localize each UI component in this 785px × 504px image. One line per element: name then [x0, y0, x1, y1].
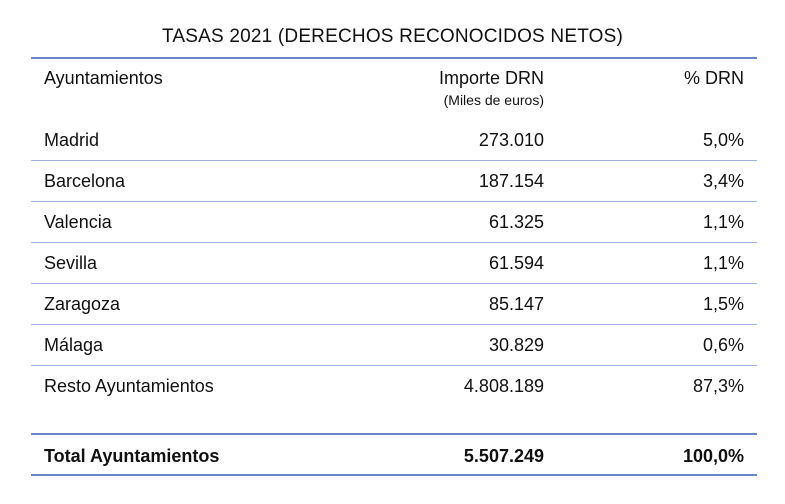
table-row: Zaragoza 85.147 1,5%	[31, 284, 757, 325]
row-pct: 87,3%	[692, 376, 744, 396]
total-row: Total Ayuntamientos 5.507.249 100,0%	[31, 435, 757, 474]
bottom-rule	[31, 474, 757, 476]
table-header: Ayuntamientos Importe DRN (Miles de euro…	[31, 66, 757, 116]
row-pct: 1,1%	[702, 253, 744, 273]
header-ayuntamientos: Ayuntamientos	[44, 68, 163, 88]
total-name: Total Ayuntamientos	[44, 446, 220, 466]
table-row: Madrid 273.010 5,0%	[31, 120, 757, 161]
row-pct: 0,6%	[702, 335, 744, 355]
table-row: Resto Ayuntamientos 4.808.189 87,3%	[31, 366, 757, 406]
row-importe: 85.147	[488, 294, 544, 314]
table-row: Valencia 61.325 1,1%	[31, 202, 757, 243]
header-importe-unit: (Miles de euros)	[443, 92, 544, 108]
row-importe: 61.594	[488, 253, 544, 273]
row-importe: 273.010	[478, 130, 544, 150]
row-pct: 1,5%	[702, 294, 744, 314]
row-pct: 3,4%	[702, 171, 744, 191]
row-name: Zaragoza	[44, 294, 121, 314]
top-rule	[31, 57, 757, 59]
row-importe: 4.808.189	[463, 376, 544, 396]
row-name: Sevilla	[44, 253, 98, 273]
row-name: Resto Ayuntamientos	[44, 376, 214, 396]
row-pct: 5,0%	[702, 130, 744, 150]
table-body: Madrid 273.010 5,0% Barcelona 187.154 3,…	[31, 120, 757, 406]
total-top-rule	[31, 433, 757, 435]
row-importe: 61.325	[488, 212, 544, 232]
table-title: TASAS 2021 (DERECHOS RECONOCIDOS NETOS)	[161, 26, 624, 47]
row-importe: 30.829	[488, 335, 544, 355]
header-importe-label: Importe DRN	[438, 68, 544, 88]
row-name: Barcelona	[44, 171, 126, 191]
header-pct: % DRN	[683, 68, 744, 88]
row-pct: 1,1%	[702, 212, 744, 232]
table-row: Sevilla 61.594 1,1%	[31, 243, 757, 284]
row-name: Madrid	[44, 130, 100, 150]
total-pct: 100,0%	[682, 446, 744, 466]
row-importe: 187.154	[478, 171, 544, 191]
total-importe: 5.507.249	[463, 446, 544, 466]
table-row: Málaga 30.829 0,6%	[31, 325, 757, 366]
table-row: Barcelona 187.154 3,4%	[31, 161, 757, 202]
row-name: Málaga	[44, 335, 104, 355]
header-importe: Importe DRN (Miles de euros)	[439, 68, 544, 108]
row-name: Valencia	[44, 212, 112, 232]
